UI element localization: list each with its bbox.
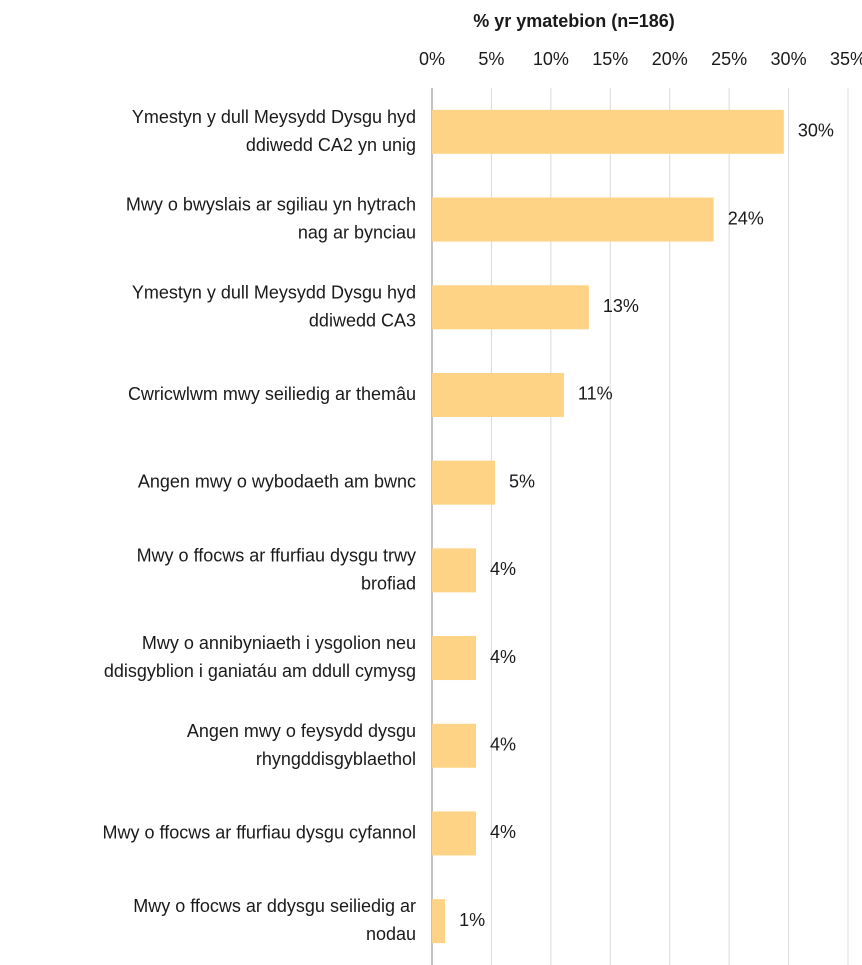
x-tick-label: 30%: [771, 49, 807, 69]
data-label: 30%: [798, 121, 834, 141]
x-tick-label: 15%: [592, 49, 628, 69]
data-label: 4%: [490, 559, 516, 579]
x-tick-label: 35%: [830, 49, 862, 69]
bar: [432, 372, 564, 417]
x-tick-label: 20%: [652, 49, 688, 69]
data-label: 11%: [578, 384, 613, 404]
y-tick-label: Angen mwy o wybodaeth am bwnc: [138, 471, 416, 491]
y-tick-label: Mwy o ffocws ar ffurfiau dysgu cyfannol: [103, 822, 416, 842]
y-tick-label: Cwricwlwm mwy seiliedig ar themâu: [128, 384, 416, 404]
data-label: 4%: [490, 735, 516, 755]
bar: [432, 723, 476, 768]
bar: [432, 811, 476, 856]
x-tick-label: 5%: [478, 49, 504, 69]
bar: [432, 636, 476, 681]
bar: [432, 548, 476, 593]
bar: [432, 460, 495, 505]
y-tick-label: Angen mwy o feysydd dysgu rhyngddisgyblae…: [187, 721, 416, 769]
data-label: 1%: [459, 910, 485, 930]
bar: [432, 109, 784, 154]
x-tick-label: 25%: [711, 49, 747, 69]
data-label: 5%: [509, 471, 535, 491]
y-tick-label: Mwy o bwyslais ar sgiliau yn hytrach nag …: [126, 194, 416, 242]
y-tick-label: Ymestyn y dull Meysydd Dysgu hyd ddiwedd …: [132, 107, 416, 155]
chart-title: % yr ymatebion (n=186): [473, 11, 675, 31]
y-tick-label: Ymestyn y dull Meysydd Dysgu hyd ddiwedd …: [132, 282, 416, 330]
bar: [432, 285, 589, 330]
y-tick-label: Mwy o annibyniaeth i ysgolion neu ddisgyb…: [104, 633, 416, 681]
y-tick-label: Mwy o ffocws ar ddysgu seiliedig ar nodau: [133, 896, 416, 944]
bar: [432, 197, 714, 242]
data-label: 24%: [728, 208, 764, 228]
x-tick-label: 10%: [533, 49, 569, 69]
y-tick-label: Mwy o ffocws ar ffurfiau dysgu trwy brofi…: [137, 545, 416, 593]
data-label: 4%: [490, 647, 516, 667]
data-label: 13%: [603, 296, 639, 316]
bar: [432, 899, 446, 944]
data-label: 4%: [490, 822, 516, 842]
x-tick-label: 0%: [419, 49, 445, 69]
